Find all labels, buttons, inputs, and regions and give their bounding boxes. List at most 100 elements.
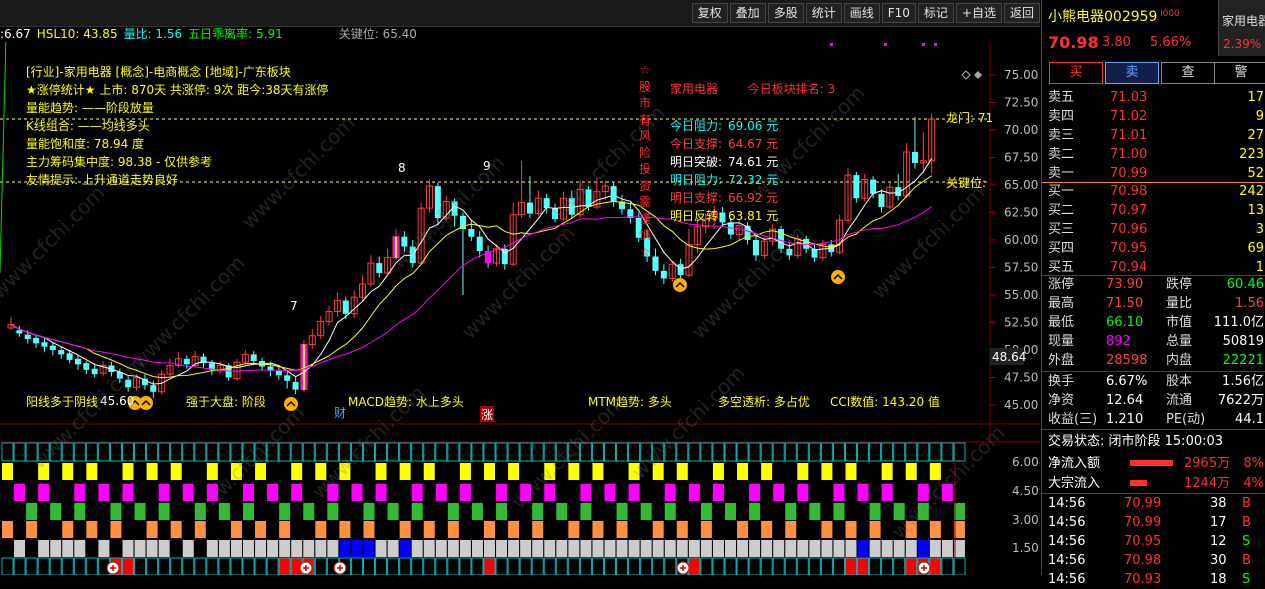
candle[interactable] — [426, 179, 433, 213]
candle[interactable] — [526, 176, 533, 218]
candle[interactable] — [778, 225, 785, 254]
candle[interactable] — [601, 180, 609, 201]
candle[interactable] — [836, 214, 844, 255]
candle[interactable] — [559, 191, 567, 222]
candle[interactable] — [66, 350, 73, 364]
candle[interactable] — [693, 218, 701, 254]
candle[interactable] — [125, 376, 132, 392]
signal-marker-icon[interactable] — [128, 396, 142, 410]
candle[interactable] — [492, 244, 500, 267]
candle[interactable] — [401, 231, 408, 253]
alert-button[interactable]: 警 — [1214, 62, 1265, 84]
candle[interactable] — [216, 361, 224, 374]
candle[interactable] — [635, 212, 642, 243]
toolbar-button-5[interactable]: F10 — [881, 3, 916, 23]
candle[interactable] — [702, 213, 710, 234]
candle[interactable] — [317, 315, 325, 339]
candle[interactable] — [141, 374, 148, 390]
candle[interactable] — [459, 212, 466, 296]
candle[interactable] — [735, 220, 743, 240]
candle[interactable] — [83, 361, 90, 375]
candle[interactable] — [552, 203, 559, 223]
candle[interactable] — [275, 366, 282, 380]
candle[interactable] — [33, 334, 40, 348]
candle[interactable] — [870, 176, 877, 199]
candle[interactable] — [760, 236, 768, 259]
candle[interactable] — [534, 190, 542, 216]
toolbar-button-3[interactable]: 统计 — [805, 3, 842, 23]
toolbar-button-8[interactable]: 返回 — [1003, 3, 1040, 23]
candle[interactable] — [928, 113, 936, 173]
candle[interactable] — [325, 306, 333, 326]
candle[interactable] — [91, 363, 98, 378]
candle[interactable] — [200, 353, 207, 368]
candle[interactable] — [518, 160, 526, 218]
candle[interactable] — [543, 193, 550, 214]
candle[interactable] — [367, 255, 375, 288]
candle[interactable] — [166, 358, 174, 377]
candle[interactable] — [719, 207, 726, 227]
candle[interactable] — [233, 358, 241, 381]
candle[interactable] — [350, 290, 358, 319]
candle[interactable] — [333, 292, 341, 317]
candle[interactable] — [501, 244, 508, 270]
candle[interactable] — [668, 260, 676, 282]
candle[interactable] — [568, 190, 575, 220]
candle[interactable] — [861, 174, 869, 202]
candle[interactable] — [308, 329, 316, 349]
candle[interactable] — [99, 361, 107, 377]
candle[interactable] — [769, 224, 777, 246]
toolbar-button-4[interactable]: 画线 — [843, 3, 880, 23]
candle[interactable] — [292, 376, 299, 394]
toolbar-button-2[interactable]: 多股 — [767, 3, 804, 23]
signal-marker-icon[interactable] — [831, 270, 845, 284]
candle[interactable] — [7, 317, 15, 331]
candle[interactable] — [359, 275, 367, 301]
candle[interactable] — [886, 182, 894, 210]
candle[interactable] — [376, 256, 383, 278]
toolbar-button-0[interactable]: 复权 — [691, 3, 728, 23]
candle[interactable] — [919, 132, 927, 173]
candle[interactable] — [116, 368, 123, 383]
candle[interactable] — [384, 248, 392, 276]
candle[interactable] — [451, 198, 458, 227]
candle[interactable] — [644, 230, 651, 262]
candle[interactable] — [284, 372, 291, 389]
candle[interactable] — [41, 336, 48, 353]
buy-button[interactable]: 买 — [1049, 62, 1103, 84]
toolbar-button-6[interactable]: 标记 — [917, 3, 954, 23]
diamond-fill-icon[interactable] — [974, 71, 982, 79]
kline-chart[interactable]: 75.00 72.50 70.00 67.50 65.00 62.50 60.00 57.50… — [0, 42, 1040, 575]
candle[interactable] — [811, 244, 818, 262]
candle[interactable] — [652, 248, 659, 276]
signal-marker-icon[interactable] — [673, 278, 687, 292]
toolbar-button-1[interactable]: 叠加 — [729, 3, 766, 23]
candle[interactable] — [476, 231, 483, 258]
candle[interactable] — [710, 205, 718, 229]
candle[interactable] — [853, 171, 860, 203]
candle[interactable] — [911, 116, 918, 169]
candle[interactable] — [468, 220, 475, 242]
candle[interactable] — [49, 342, 56, 356]
candle[interactable] — [903, 143, 911, 199]
candle[interactable] — [16, 325, 23, 337]
candle[interactable] — [442, 196, 450, 221]
toolbar-button-7[interactable]: +自选 — [955, 3, 1002, 23]
candle[interactable] — [158, 369, 166, 394]
sell-button[interactable]: 卖 — [1105, 62, 1159, 84]
query-button[interactable]: 查 — [1161, 62, 1215, 84]
candle[interactable] — [844, 168, 852, 224]
candle[interactable] — [133, 374, 141, 391]
candle[interactable] — [660, 264, 667, 284]
candle[interactable] — [878, 189, 885, 213]
signal-marker-icon[interactable] — [284, 397, 298, 411]
candle[interactable] — [685, 229, 693, 278]
candle[interactable] — [744, 222, 751, 245]
diamond-icon[interactable] — [961, 70, 971, 80]
candle[interactable] — [58, 346, 65, 359]
signal-marker-icon[interactable] — [139, 396, 153, 410]
candle[interactable] — [627, 202, 634, 224]
candle[interactable] — [619, 194, 626, 215]
candle[interactable] — [895, 174, 902, 201]
candle[interactable] — [434, 182, 441, 225]
